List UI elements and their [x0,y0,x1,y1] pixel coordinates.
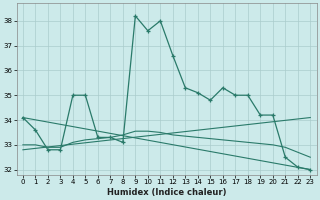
X-axis label: Humidex (Indice chaleur): Humidex (Indice chaleur) [107,188,226,197]
